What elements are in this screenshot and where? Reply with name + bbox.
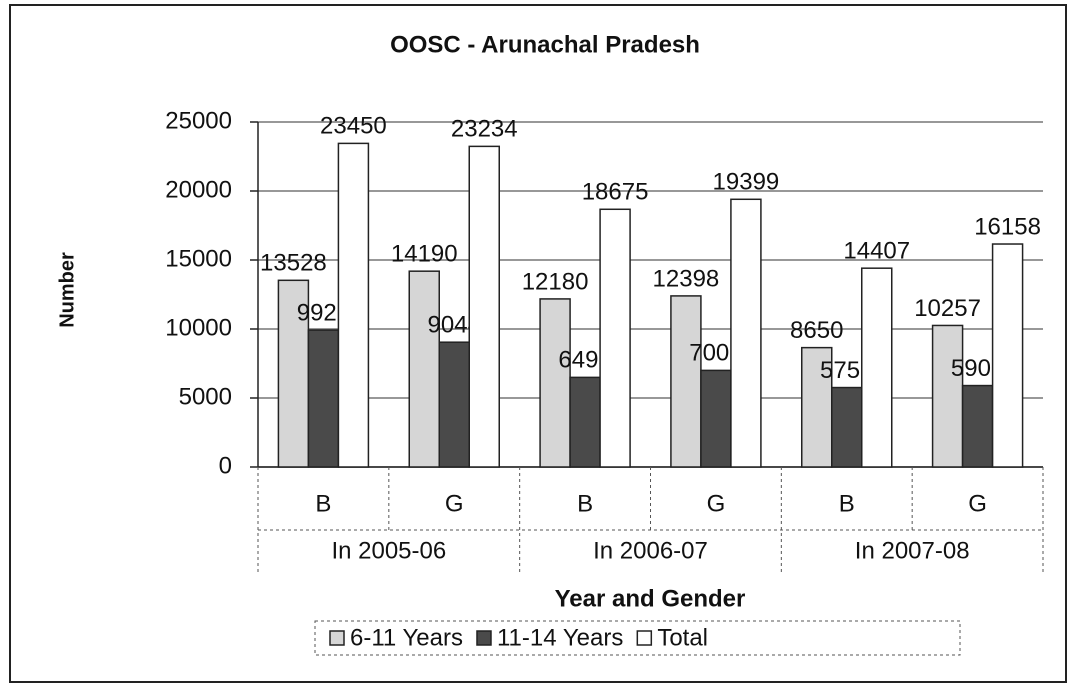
x-tick-label: B <box>577 490 593 517</box>
legend-swatch <box>476 630 492 646</box>
x-tick-label: G <box>707 490 726 517</box>
bar <box>931 324 964 468</box>
data-label: 14407 <box>843 238 910 265</box>
bar <box>408 270 440 468</box>
data-label: 19399 <box>713 169 780 196</box>
chart-title: OOSC - Arunachal Pradesh <box>390 31 700 58</box>
legend-label: 6-11 Years <box>350 624 463 651</box>
bar <box>569 376 601 468</box>
data-label: 12180 <box>522 268 589 295</box>
bar <box>599 208 631 468</box>
group-label: In 2006-07 <box>593 537 708 564</box>
group-label: In 2007-08 <box>855 537 970 564</box>
bar <box>438 341 470 468</box>
legend-swatch <box>636 630 653 646</box>
y-tick-label: 25000 <box>165 107 232 134</box>
y-tick-label: 5000 <box>179 383 232 410</box>
y-tick-label: 10000 <box>165 314 232 341</box>
bar <box>670 295 702 468</box>
bar <box>337 142 370 468</box>
bar <box>831 386 863 468</box>
y-tick-label: 20000 <box>165 176 232 203</box>
x-tick-label: G <box>968 490 987 517</box>
legend-label: Total <box>657 624 708 651</box>
legend-label: 11-14 Years <box>497 624 623 651</box>
data-label: 16158 <box>974 213 1041 240</box>
data-label: 10257 <box>914 295 981 322</box>
x-tick-label: G <box>445 490 464 517</box>
data-label: 23450 <box>320 113 387 140</box>
bar <box>539 298 571 468</box>
bar <box>307 329 340 468</box>
bar <box>861 267 893 468</box>
bar <box>700 369 732 468</box>
bar <box>961 384 994 468</box>
y-axis-title: Number <box>56 252 78 328</box>
group-label: In 2005-06 <box>331 537 446 564</box>
data-label: 18675 <box>582 179 649 206</box>
data-label: 14190 <box>391 241 458 268</box>
data-label: 8650 <box>790 317 843 344</box>
bar <box>468 145 500 468</box>
bar <box>801 346 833 468</box>
data-label: 13528 <box>260 250 327 277</box>
x-axis-title: Year and Gender <box>555 585 746 612</box>
y-tick-label: 15000 <box>165 245 232 272</box>
bar <box>991 243 1024 468</box>
bar <box>277 279 310 468</box>
x-tick-label: B <box>839 490 855 517</box>
data-label: 23234 <box>451 116 518 143</box>
y-tick-label: 0 <box>219 452 232 479</box>
data-label: 12398 <box>653 265 720 292</box>
x-tick-label: B <box>315 490 331 517</box>
bar <box>730 198 762 468</box>
legend-swatch <box>329 630 345 646</box>
